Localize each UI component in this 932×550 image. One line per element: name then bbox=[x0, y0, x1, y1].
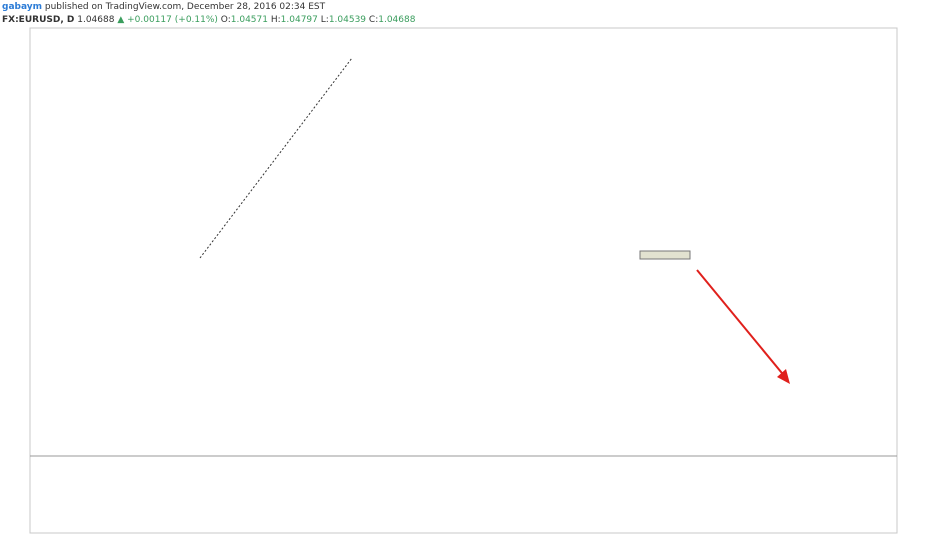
ohlc-value: 1.04539 bbox=[329, 15, 366, 25]
arrow-head bbox=[777, 369, 790, 384]
trend-line bbox=[199, 57, 353, 259]
ohlc-value: 1.04688 bbox=[378, 15, 415, 25]
plot-frame bbox=[29, 27, 898, 534]
change-arrow: ▲ bbox=[117, 15, 124, 25]
zone-box bbox=[639, 250, 691, 260]
ohlc-value: 1.04571 bbox=[231, 15, 268, 25]
published: published on TradingView.com, December 2… bbox=[45, 2, 326, 12]
ohlc-label: L: bbox=[321, 15, 329, 25]
ohlc-label: O: bbox=[221, 15, 231, 25]
ohlc-label: C: bbox=[369, 15, 378, 25]
symbol: FX:EURUSD, D bbox=[2, 15, 74, 25]
ohlc-label: H: bbox=[271, 15, 281, 25]
last-price: 1.04688 bbox=[77, 15, 114, 25]
change: +0.00117 bbox=[127, 15, 172, 25]
ohlc-value: 1.04797 bbox=[281, 15, 318, 25]
author: gabaym bbox=[2, 2, 42, 12]
publish-line: gabaym published on TradingView.com, Dec… bbox=[2, 2, 326, 12]
target-arrow bbox=[696, 269, 787, 379]
change-pct: (+0.11%) bbox=[175, 15, 218, 25]
quote-line: FX:EURUSD, D 1.04688 ▲ +0.00117 (+0.11%)… bbox=[2, 15, 416, 25]
